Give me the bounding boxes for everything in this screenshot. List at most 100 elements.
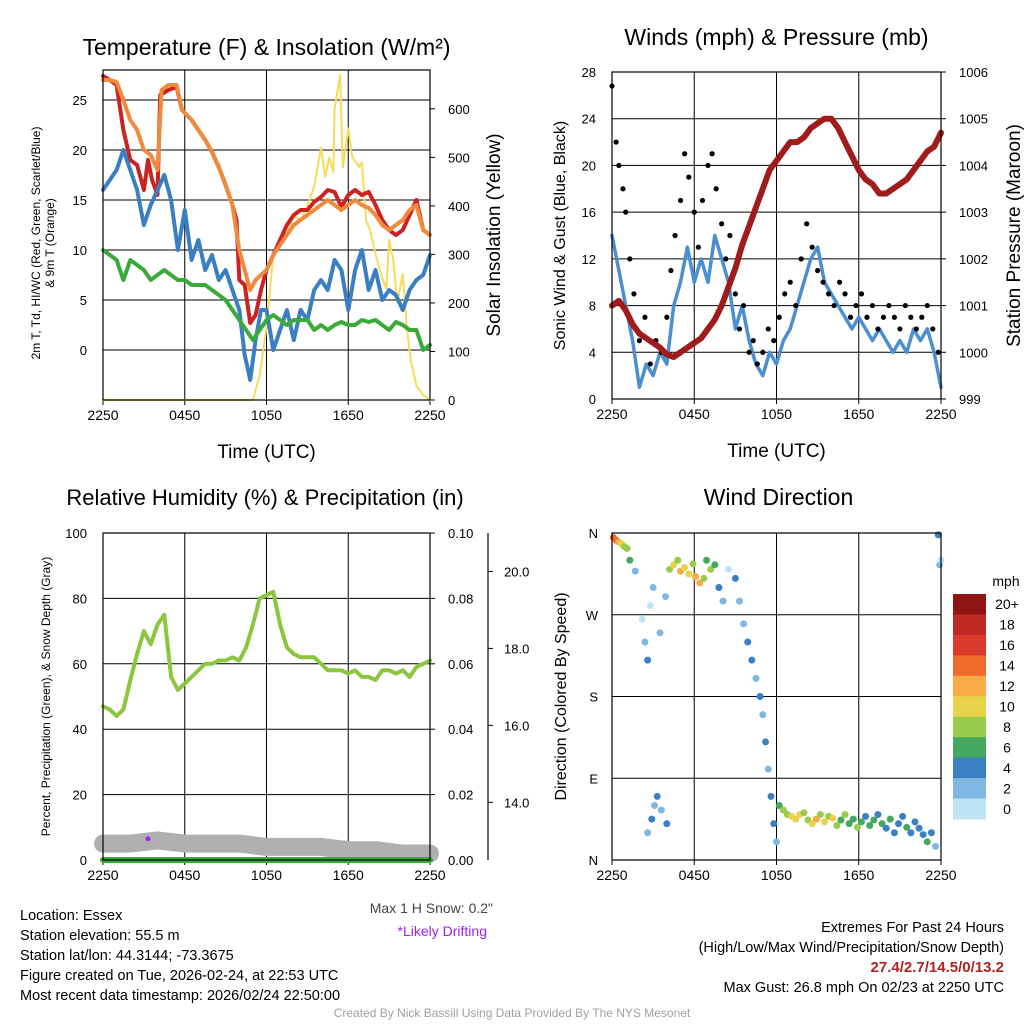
temp-ytick-label: 25 (73, 93, 87, 108)
dir-ytick-label: S (589, 690, 598, 705)
temp-ytick-label: 15 (73, 193, 87, 208)
dir-point (886, 815, 894, 823)
wind-gust-dot (897, 326, 903, 332)
rh-max-snow-note: Max 1 H Snow: 0.2" (370, 900, 493, 916)
wind-gust-dot (787, 279, 793, 285)
dir-point (748, 656, 756, 664)
wind-ytick-label: 12 (582, 252, 596, 267)
wind-gust-dot (719, 221, 725, 227)
dir-point (820, 818, 828, 826)
dir-point (764, 765, 772, 773)
wind-gust-dot (616, 162, 622, 169)
dir-point (792, 815, 800, 823)
dir-point (711, 561, 719, 569)
temp-series-hi-wc (101, 148, 432, 382)
wind-ytick-label: 4 (589, 345, 596, 360)
dir-point (775, 802, 783, 809)
dir-point (674, 556, 682, 564)
extremes-title: Extremes For Past 24 Hours (821, 920, 1004, 936)
wind-gust-dot (809, 244, 815, 250)
dir-xtick-label: 2250 (925, 867, 956, 883)
rh-ylabel: Percent, Precipitation (Green), & Snow D… (39, 557, 53, 836)
rh-plot-border (102, 532, 431, 861)
rh-xtick-label: 1650 (333, 867, 364, 883)
dir-colorbar-swatch (953, 716, 986, 738)
wind-series-sonic-wind (610, 233, 943, 390)
extremes-panel: Extremes For Past 24 Hours (High/Low/Max… (564, 918, 1004, 998)
dir-point (689, 560, 697, 568)
wind-gust-dot (672, 232, 678, 239)
dir-point (700, 574, 708, 582)
dir-point (661, 593, 669, 601)
dir-colorbar-label: 2 (1003, 780, 1011, 796)
wind-gust-dot (736, 326, 743, 332)
dir-point (725, 565, 733, 573)
dir-point (663, 820, 671, 828)
dir-point (932, 842, 940, 850)
rh-ytick-label: 20 (73, 788, 87, 803)
wind-gust-dot (847, 314, 854, 320)
station-latlon: Station lat/lon: 44.3144; -73.3675 (20, 948, 234, 964)
dir-point (767, 792, 775, 800)
dir-point (703, 556, 711, 564)
wind-ytick-label: 24 (582, 112, 596, 127)
dir-point (656, 629, 664, 637)
rh-y3tick-label: 20.0 (504, 564, 529, 579)
rh-ytick-label: 40 (73, 722, 87, 737)
wind-gust-dot (636, 338, 643, 344)
wind-gust-dot (682, 151, 688, 157)
dir-ytick-label: N (589, 526, 598, 541)
rh-series-snow-depth (94, 831, 439, 863)
dir-point (650, 802, 658, 809)
dir-colorbar-label: 12 (999, 678, 1015, 694)
dir-point (644, 656, 652, 664)
dir-point (648, 815, 656, 823)
wind-gust-dot (880, 314, 887, 320)
dir-point (845, 820, 853, 828)
wind-gust-dot (695, 244, 701, 250)
dir-ylabel: Direction (Colored By Speed) (553, 592, 570, 800)
dir-point (707, 565, 715, 573)
dir-point (752, 674, 760, 682)
rh-chart-title: Relative Humidity (%) & Precipitation (i… (66, 485, 463, 510)
dir-point (870, 816, 878, 824)
dir-point (762, 738, 770, 746)
temp-xtick-label: 1650 (333, 407, 364, 423)
dir-point (833, 821, 841, 829)
dir-colorbar-label: 0 (1003, 801, 1011, 817)
wind-xtick-label: 0450 (679, 406, 710, 422)
dir-point (862, 812, 870, 820)
dir-colorbar-label: 16 (999, 637, 1015, 653)
dir-xtick-label: 2250 (596, 867, 627, 883)
dir-point (923, 838, 931, 846)
wind-gust-dot (750, 338, 756, 344)
dir-point (649, 584, 657, 591)
temp-chart-title: Temperature (F) & Insolation (W/m²) (82, 34, 450, 60)
temp-ylabel: 2m T, Td, HI/WC (Red, Green, Scarlet/Blu… (29, 127, 57, 360)
dir-xtick-label: 1050 (761, 867, 792, 883)
wind-chart-title: Winds (mph) & Pressure (mb) (624, 24, 928, 50)
rh-y3tick-label: 14.0 (504, 795, 529, 810)
dir-colorbar-label: 6 (1003, 739, 1011, 755)
dir-point (895, 820, 903, 828)
wind-xlabel: Time (UTC) (727, 441, 826, 462)
dir-xtick-label: 1650 (843, 867, 874, 883)
wind-y2tick-label: 1006 (959, 65, 988, 80)
dir-point (837, 816, 845, 824)
wind-gust-dot (691, 209, 697, 215)
temp-y2tick-label: 400 (448, 199, 470, 214)
temp-xtick-label: 2250 (414, 407, 445, 423)
dir-point (773, 838, 780, 846)
dir-point (841, 811, 849, 819)
dir-point (685, 570, 693, 578)
dir-point (759, 711, 767, 719)
rh-ytick-label: 100 (65, 526, 87, 541)
wind-gust-dot (623, 209, 629, 215)
wind-plot-border (611, 71, 942, 400)
wind-gust-dot (798, 256, 804, 262)
rh-drifting-note: *Likely Drifting (398, 923, 487, 939)
temp-y2tick-label: 0 (448, 393, 455, 408)
dir-point (646, 602, 654, 610)
dir-point (653, 792, 661, 800)
wind-ytick-label: 20 (582, 158, 596, 173)
